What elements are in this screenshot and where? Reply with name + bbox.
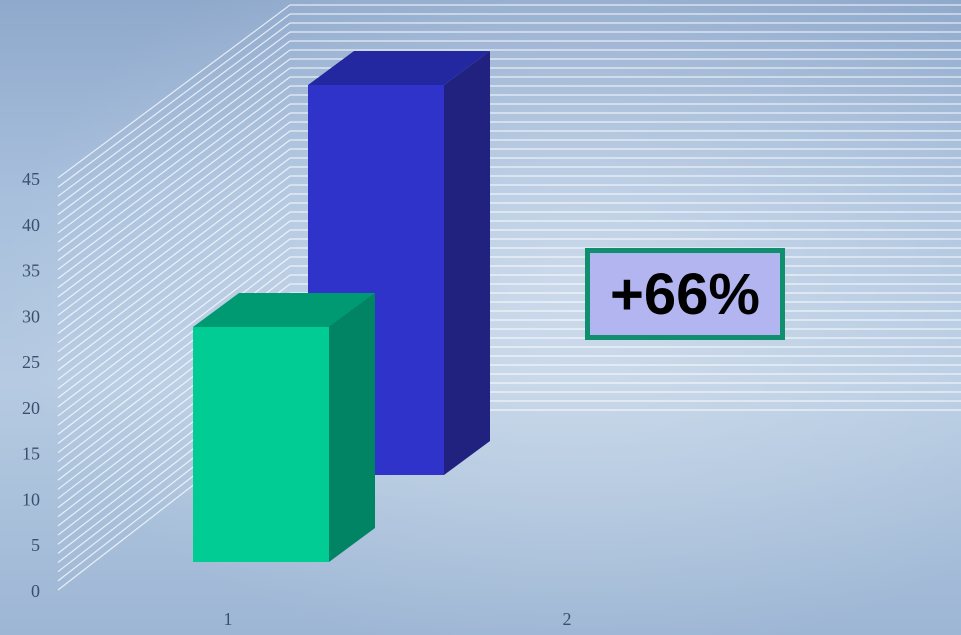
bar-side-face [329, 293, 375, 562]
left-wall-gridline [57, 157, 291, 335]
y-tick-label: 30 [22, 306, 40, 326]
left-wall-gridline [57, 31, 291, 206]
left-wall-gridline [57, 112, 291, 289]
left-wall-gridline [57, 184, 291, 362]
left-wall-gridline [57, 202, 291, 380]
left-wall-gridline [57, 148, 291, 325]
y-tick-label: 10 [22, 489, 40, 509]
left-wall-gridline [57, 76, 291, 252]
bars [193, 51, 490, 562]
left-wall-gridline [57, 4, 291, 179]
bar-side-face [444, 51, 490, 475]
left-wall-gridline [57, 40, 291, 216]
bar-front-face [193, 327, 329, 562]
left-wall-gridline [57, 94, 291, 271]
left-wall-gridline [57, 247, 291, 426]
left-wall-gridline [57, 22, 291, 197]
left-wall-gridline [57, 58, 291, 234]
y-tick-label: 20 [22, 398, 40, 418]
left-wall-gridline [57, 139, 291, 316]
bar-top-face [193, 293, 375, 327]
left-wall-gridline [57, 166, 291, 344]
y-tick-label: 35 [22, 261, 40, 281]
y-tick-label: 15 [22, 444, 40, 464]
left-wall-gridline [57, 130, 291, 307]
y-tick-label: 25 [22, 352, 40, 372]
left-wall-gridline [57, 193, 291, 371]
y-tick-label: 5 [31, 535, 40, 555]
left-wall-gridline [57, 49, 291, 225]
left-wall-gridline [57, 13, 291, 188]
left-wall-gridline [57, 229, 291, 408]
left-wall-gridline [57, 121, 291, 298]
left-wall-gridline [57, 211, 291, 390]
left-wall-gridline [57, 220, 291, 399]
left-wall-gridline [57, 238, 291, 417]
bar-top-face [308, 51, 490, 85]
y-tick-label: 40 [22, 215, 40, 235]
bar-1 [193, 293, 375, 562]
left-wall-gridline [57, 85, 291, 261]
left-wall-gridline [57, 256, 291, 435]
x-tick-label: 1 [224, 609, 233, 629]
y-tick-label: 0 [31, 581, 40, 601]
left-wall-gridline [57, 175, 291, 353]
left-wall-gridline [57, 67, 291, 243]
left-wall-gridline [57, 103, 291, 280]
y-tick-labels: 0 5 10 15 20 25 30 35 40 45 [22, 169, 40, 601]
y-tick-label: 45 [22, 169, 40, 189]
percent-change-badge: +66% [585, 248, 785, 340]
x-tick-label: 2 [563, 609, 572, 629]
